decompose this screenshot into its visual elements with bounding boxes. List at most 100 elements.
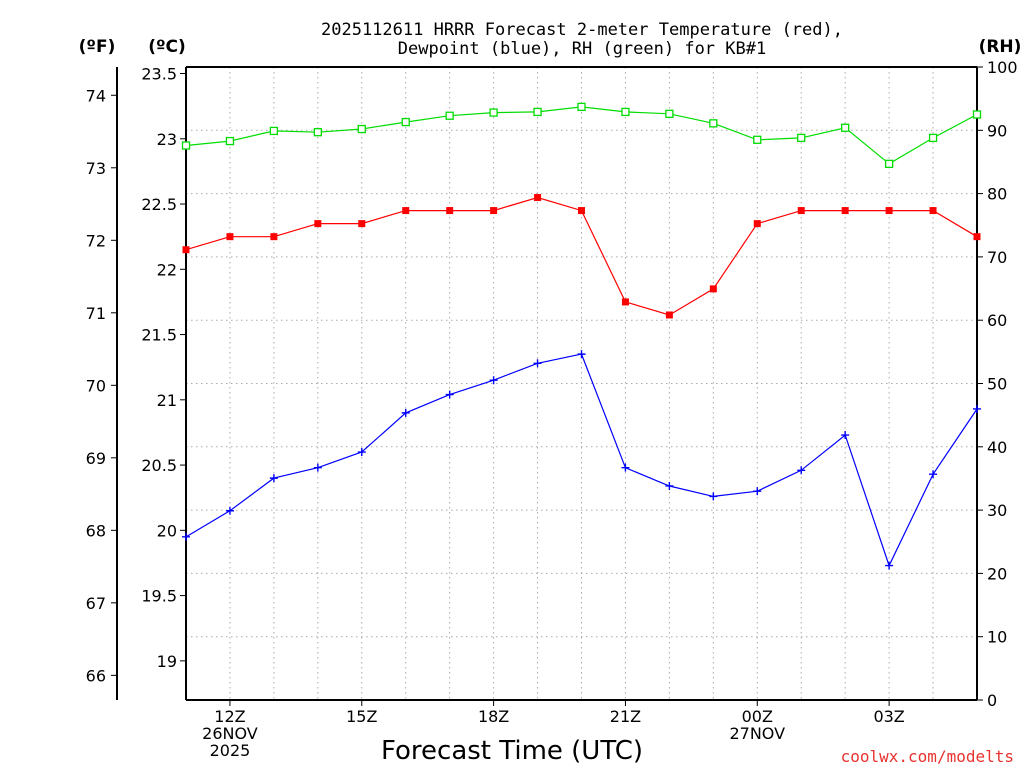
data-point — [490, 207, 498, 215]
celsius-tick-label: 23.5 — [141, 65, 177, 84]
celsius-tick-label: 20 — [157, 521, 177, 540]
data-point — [401, 408, 410, 417]
data-point — [665, 311, 673, 319]
series-layer — [181, 102, 982, 570]
series-line — [185, 353, 978, 568]
celsius-tick-label: 21.5 — [141, 326, 177, 345]
data-point — [709, 285, 717, 293]
data-point — [841, 207, 849, 215]
data-point — [358, 220, 366, 228]
data-point — [885, 561, 894, 570]
credit-text[interactable]: coolwx.com/modelts — [841, 747, 1014, 766]
celsius-unit-label: (ºC) — [148, 37, 186, 57]
celsius-tick-label: 19 — [157, 652, 177, 671]
data-point — [269, 126, 279, 136]
x-tick-label: 27NOV — [729, 724, 785, 743]
data-point — [225, 506, 234, 515]
rh-tick-label: 60 — [987, 311, 1007, 330]
x-tick-label: 12Z — [214, 707, 245, 726]
rh-tick-label: 10 — [987, 628, 1007, 647]
data-point — [885, 207, 893, 215]
fahrenheit-tick-label: 70 — [86, 376, 106, 395]
data-point — [534, 194, 542, 202]
x-tick-label: 03Z — [873, 707, 904, 726]
data-point — [357, 448, 366, 457]
x-tick-label: 21Z — [610, 707, 641, 726]
x-tick-label: 00Z — [742, 707, 773, 726]
x-axis-title: Forecast Time (UTC) — [381, 736, 643, 766]
data-point — [226, 233, 234, 241]
plot-frame — [116, 66, 978, 701]
data-point — [621, 463, 630, 472]
rh-tick-label: 50 — [987, 375, 1007, 394]
data-point — [929, 207, 937, 215]
rh-tick-label: 70 — [987, 248, 1007, 267]
series-temperature — [182, 194, 981, 319]
rh-tick-label: 80 — [987, 185, 1007, 204]
data-point — [533, 107, 542, 117]
data-point — [446, 207, 454, 215]
data-point — [225, 136, 235, 146]
data-point — [709, 492, 718, 501]
title-line-1: 2025112611 HRRR Forecast 2-meter Tempera… — [321, 20, 843, 40]
celsius-tick-label: 22 — [157, 260, 177, 279]
data-point — [182, 246, 190, 254]
data-point — [841, 431, 850, 440]
data-point — [665, 109, 674, 118]
fahrenheit-tick-label: 74 — [86, 86, 106, 105]
celsius-tick-label: 20.5 — [141, 456, 177, 475]
celsius-tick-label: 21 — [157, 391, 177, 410]
data-point — [270, 233, 278, 241]
data-point — [797, 133, 806, 143]
fahrenheit-tick-label: 68 — [86, 521, 106, 540]
data-point — [533, 359, 542, 368]
data-point — [884, 159, 894, 168]
series-relative-humidity — [181, 102, 982, 168]
data-point — [753, 487, 762, 496]
data-point — [973, 233, 981, 241]
fahrenheit-tick-label: 69 — [86, 449, 106, 468]
data-point — [402, 207, 410, 215]
data-point — [797, 466, 806, 475]
data-point — [489, 108, 498, 117]
x-tick-label: 26NOV — [202, 724, 258, 743]
celsius-tick-label: 19.5 — [141, 587, 177, 606]
data-point — [357, 124, 366, 134]
data-point — [181, 141, 191, 150]
data-point — [621, 298, 629, 306]
data-point — [313, 128, 322, 137]
data-point — [182, 532, 190, 541]
data-point — [972, 110, 982, 119]
rh-tick-label: 90 — [987, 121, 1007, 140]
gridlines — [186, 67, 977, 700]
celsius-tick-label: 22.5 — [141, 195, 177, 214]
fahrenheit-tick-label: 72 — [86, 231, 106, 250]
rh-tick-label: 0 — [987, 691, 997, 710]
x-tick-label: 15Z — [346, 707, 377, 726]
data-point — [445, 390, 454, 399]
fahrenheit-tick-label: 67 — [86, 594, 106, 613]
rh-unit-label: (RH) — [979, 37, 1022, 57]
rh-tick-label: 40 — [987, 438, 1007, 457]
data-point — [753, 135, 762, 144]
fahrenheit-tick-label: 73 — [86, 159, 106, 178]
axes: 19 19.5 20 20.5 21 21.5 22 22.5 23 23.5 66 67 68 69 70… — [86, 58, 1018, 760]
data-point — [621, 107, 630, 117]
data-point — [577, 102, 586, 112]
data-point — [709, 119, 718, 128]
fahrenheit-tick-label: 71 — [86, 304, 106, 323]
celsius-tick-label: 23 — [157, 130, 177, 149]
chart-title: 2025112611 HRRR Forecast 2-meter Tempera… — [321, 20, 843, 59]
data-point — [314, 220, 322, 228]
x-tick-label: 2025 — [210, 741, 251, 760]
data-point — [269, 474, 278, 483]
data-point — [797, 207, 805, 215]
data-point — [753, 220, 761, 228]
x-tick-label: 18Z — [478, 707, 509, 726]
rh-tick-label: 100 — [987, 58, 1018, 77]
rh-tick-label: 30 — [987, 501, 1007, 520]
data-point — [577, 350, 586, 359]
data-point — [665, 481, 674, 490]
fahrenheit-tick-label: 66 — [86, 666, 106, 685]
